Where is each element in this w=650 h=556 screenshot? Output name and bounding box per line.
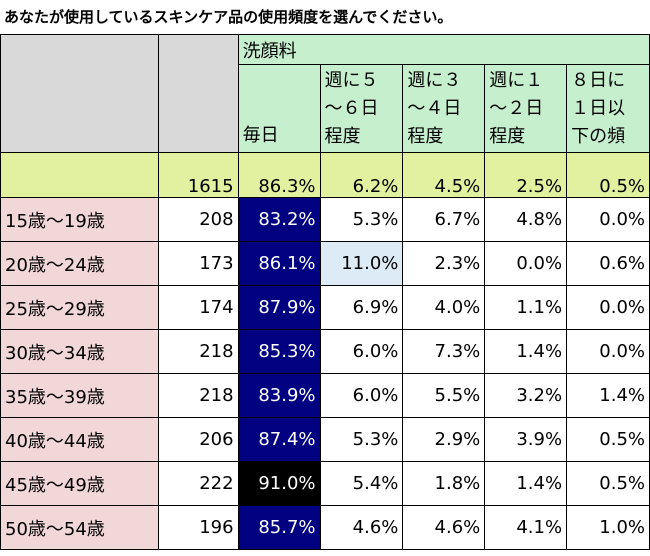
total-value-3-4: 4.5% <box>402 152 486 198</box>
age-label: 25歳～29歳 <box>0 285 159 330</box>
row-value-daily: 87.9% <box>237 285 321 330</box>
row-value-5-6: 4.6% <box>319 505 404 550</box>
row-value-5-6-highlight: 11.0% <box>319 241 404 286</box>
total-value-daily: 86.3% <box>237 152 321 198</box>
row-value-daily: 87.4% <box>237 417 321 462</box>
header-blank-label <box>0 34 159 153</box>
header-col-1: 週に５ ～６日 程度 <box>319 64 404 153</box>
row-n: 218 <box>157 329 239 374</box>
row-value-1-2: 4.8% <box>484 197 568 242</box>
row-value-5-6: 6.0% <box>319 373 404 418</box>
table-row: 20歳～24歳 173 86.1% 11.0% 2.3% 0.0% 0.6% <box>0 241 650 286</box>
row-value-3-4: 2.9% <box>402 417 486 462</box>
row-value-1-2: 3.2% <box>484 373 568 418</box>
row-value-rare: 0.6% <box>566 241 650 286</box>
header-col-4: ８日に １日以 下の頻 <box>566 64 650 153</box>
row-value-3-4: 1.8% <box>402 461 486 506</box>
row-value-1-2: 1.4% <box>484 461 568 506</box>
row-value-daily-max: 91.0% <box>237 461 321 506</box>
row-value-3-4: 4.6% <box>402 505 486 550</box>
table-row: 45歳～49歳 222 91.0% 5.4% 1.8% 1.4% 0.5% <box>0 461 650 506</box>
row-n: 174 <box>157 285 239 330</box>
header-col-4-line-2: 下の頻 <box>571 126 626 147</box>
row-value-daily: 85.3% <box>237 329 321 374</box>
row-value-1-2: 1.4% <box>484 329 568 374</box>
total-value-5-6: 6.2% <box>319 152 404 198</box>
row-value-rare: 0.0% <box>566 329 650 374</box>
table-row: 40歳～44歳 206 87.4% 5.3% 2.9% 3.9% 0.5% <box>0 417 650 462</box>
header-col-0: 毎日 <box>237 64 321 153</box>
age-label: 20歳～24歳 <box>0 241 159 286</box>
total-label <box>0 152 159 198</box>
row-value-daily: 83.9% <box>237 373 321 418</box>
row-n: 196 <box>157 505 239 550</box>
row-value-rare: 1.0% <box>566 505 650 550</box>
table-row: 15歳～19歳 208 83.2% 5.3% 6.7% 4.8% 0.0% <box>0 197 650 242</box>
row-value-rare: 1.4% <box>566 373 650 418</box>
frequency-table: 洗顔料 毎日 週に５ ～６日 程度 週に３ ～４日 程度 週に１ ～２日 程度 <box>0 34 650 550</box>
age-label: 50歳～54歳 <box>0 505 159 550</box>
row-value-3-4: 5.5% <box>402 373 486 418</box>
table-row: 50歳～54歳 196 85.7% 4.6% 4.6% 4.1% 1.0% <box>0 505 650 550</box>
row-value-rare: 0.0% <box>566 285 650 330</box>
row-value-5-6: 6.9% <box>319 285 404 330</box>
header-col-2-line-1: ～４日 <box>407 98 462 119</box>
table-row: 25歳～29歳 174 87.9% 6.9% 4.0% 1.1% 0.0% <box>0 285 650 330</box>
age-label: 40歳～44歳 <box>0 417 159 462</box>
row-value-5-6: 6.0% <box>319 329 404 374</box>
row-value-3-4: 7.3% <box>402 329 486 374</box>
header-col-2-line-0: 週に３ <box>407 70 462 91</box>
row-value-3-4: 2.3% <box>402 241 486 286</box>
row-value-daily: 86.1% <box>237 241 321 286</box>
row-value-daily: 85.7% <box>237 505 321 550</box>
header-col-1-line-2: 程度 <box>324 126 361 147</box>
total-n: 1615 <box>157 152 239 198</box>
total-row: 1615 86.3% 6.2% 4.5% 2.5% 0.5% <box>0 152 650 198</box>
header-col-4-line-0: ８日に <box>571 70 626 91</box>
row-value-1-2: 4.1% <box>484 505 568 550</box>
header-col-2-line-2: 程度 <box>407 126 444 147</box>
header-col-3: 週に１ ～２日 程度 <box>484 64 568 153</box>
row-value-daily: 83.2% <box>237 197 321 242</box>
header-col-0-line: 毎日 <box>242 125 279 146</box>
page-title: あなたが使用しているスキンケア品の使用頻度を選んでください。 <box>4 8 453 26</box>
row-value-5-6: 5.3% <box>319 417 404 462</box>
age-label: 35歳～39歳 <box>0 373 159 418</box>
header-category: 洗顔料 <box>237 34 650 65</box>
age-label: 30歳～34歳 <box>0 329 159 374</box>
header-col-3-line-2: 程度 <box>489 126 526 147</box>
header-col-3-line-0: 週に１ <box>489 70 544 91</box>
header-col-1-line-1: ～６日 <box>324 98 379 119</box>
header-col-1-line-0: 週に５ <box>324 70 379 91</box>
header-col-2: 週に３ ～４日 程度 <box>402 64 486 153</box>
header-col-4-line-1: １日以 <box>571 98 626 119</box>
header-col-3-line-1: ～２日 <box>489 98 544 119</box>
age-label: 45歳～49歳 <box>0 461 159 506</box>
table-row: 30歳～34歳 218 85.3% 6.0% 7.3% 1.4% 0.0% <box>0 329 650 374</box>
row-n: 173 <box>157 241 239 286</box>
row-value-3-4: 4.0% <box>402 285 486 330</box>
total-value-rare: 0.5% <box>566 152 650 198</box>
row-value-1-2: 1.1% <box>484 285 568 330</box>
row-value-5-6: 5.4% <box>319 461 404 506</box>
row-n: 208 <box>157 197 239 242</box>
row-value-5-6: 5.3% <box>319 197 404 242</box>
total-value-1-2: 2.5% <box>484 152 568 198</box>
row-n: 218 <box>157 373 239 418</box>
table-row: 35歳～39歳 218 83.9% 6.0% 5.5% 3.2% 1.4% <box>0 373 650 418</box>
row-n: 206 <box>157 417 239 462</box>
row-value-rare: 0.0% <box>566 197 650 242</box>
row-value-rare: 0.5% <box>566 417 650 462</box>
row-value-1-2: 3.9% <box>484 417 568 462</box>
row-value-3-4: 6.7% <box>402 197 486 242</box>
row-value-1-2: 0.0% <box>484 241 568 286</box>
row-n: 222 <box>157 461 239 506</box>
header-blank-n <box>157 34 239 153</box>
age-label: 15歳～19歳 <box>0 197 159 242</box>
row-value-rare: 0.5% <box>566 461 650 506</box>
